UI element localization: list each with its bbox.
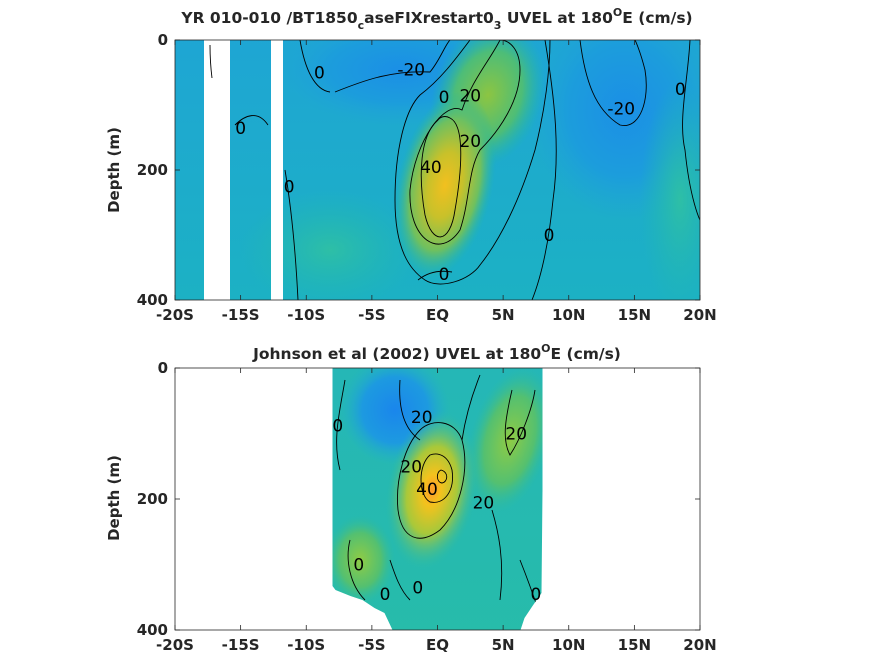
top-field-cyan-bottom	[240, 190, 420, 300]
x-tick-label: EQ	[426, 636, 449, 654]
top-gap-2	[271, 40, 283, 300]
bottom-contour-40	[420, 453, 453, 503]
top-field-cyan-right	[640, 80, 700, 300]
top-contour-labels: 40 20 20 0 0 0 0 0 0 0 -20 -20	[235, 60, 686, 285]
top-contour-0-h	[417, 270, 453, 281]
contour-label: 0	[544, 226, 555, 246]
bottom-contour-0-b	[399, 379, 421, 441]
top-contour-m20-b	[579, 40, 647, 126]
top-x-ticks: -20S -15S -10S -5S EQ 5N 10N 15N 20N	[156, 40, 717, 324]
contour-label: 40	[420, 158, 442, 178]
x-tick-label: 5N	[492, 636, 515, 654]
contour-label: 0	[531, 585, 542, 605]
bottom-contour-20-a	[397, 422, 466, 539]
x-tick-label: -5S	[358, 636, 385, 654]
x-tick-label: 15N	[618, 636, 651, 654]
contour-label: 0	[380, 585, 391, 605]
bottom-field-green-right	[466, 368, 543, 514]
bottom-contour-20-b	[491, 509, 503, 601]
bottom-field-green-left	[332, 515, 395, 605]
top-contour-0-a	[394, 40, 551, 285]
contour-label: 0	[235, 119, 246, 139]
contour-label: 0	[412, 578, 423, 598]
top-contours	[209, 40, 700, 300]
x-tick-label: -15S	[222, 306, 260, 324]
top-gap-1-upper	[210, 40, 230, 180]
contour-label: 20	[400, 457, 422, 477]
x-tick-label: 10N	[552, 636, 585, 654]
top-contour-0-b	[531, 40, 557, 300]
bottom-contour-0-d	[347, 539, 366, 601]
contour-label: 20	[411, 408, 433, 428]
contour-label: 0	[332, 417, 343, 437]
contour-label: -20	[607, 99, 635, 119]
y-tick-label: 400	[137, 621, 168, 639]
top-contour-0-d	[299, 40, 331, 93]
top-contour-m20-a	[334, 40, 451, 93]
top-contour-0-e	[284, 169, 299, 300]
contour-label: 0	[353, 556, 364, 576]
bottom-contour-20-c	[504, 389, 536, 456]
x-tick-label: 5N	[492, 306, 515, 324]
contour-label: 20	[459, 132, 481, 152]
top-contour-40	[420, 116, 462, 238]
x-tick-label: -10S	[287, 636, 325, 654]
x-tick-label: -20S	[156, 306, 194, 324]
bottom-contour-0-c	[461, 374, 481, 441]
contour-label: 40	[416, 480, 438, 500]
x-tick-label: -5S	[358, 306, 385, 324]
y-tick-label: 200	[137, 161, 168, 179]
bottom-ylabel: Depth (m)	[105, 455, 123, 541]
x-tick-label: -15S	[222, 636, 260, 654]
contour-label: 0	[439, 265, 450, 285]
y-tick-label: 0	[158, 359, 168, 377]
contour-label: 20	[473, 493, 495, 513]
contour-label: 20	[459, 86, 481, 106]
bottom-title: Johnson et al (2002) UVEL at 180OE (cm/s…	[252, 342, 621, 363]
x-tick-label: -20S	[156, 636, 194, 654]
x-tick-label: -10S	[287, 306, 325, 324]
bottom-field-core	[385, 410, 479, 570]
bottom-contour-0-e	[389, 559, 411, 601]
y-tick-label: 200	[137, 490, 168, 508]
contour-label: 0	[284, 177, 295, 197]
bottom-contour-40-inner	[436, 469, 448, 484]
x-tick-label: 20N	[683, 306, 716, 324]
contour-label: 20	[505, 425, 527, 445]
bottom-x-ticks: -20S -15S -10S -5S EQ 5N 10N 15N 20N	[156, 368, 717, 654]
x-tick-label: 15N	[618, 306, 651, 324]
top-contour-0-c	[682, 40, 700, 221]
contour-label: 0	[675, 80, 686, 100]
y-tick-label: 0	[158, 31, 168, 49]
top-ylabel: Depth (m)	[105, 127, 123, 213]
contour-label: 0	[314, 64, 325, 84]
top-contour-0-f	[234, 115, 269, 126]
contour-label: 0	[439, 88, 450, 108]
y-tick-label: 400	[137, 291, 168, 309]
bottom-contour-0-a	[336, 379, 346, 471]
x-tick-label: 20N	[683, 636, 716, 654]
x-tick-label: EQ	[426, 306, 449, 324]
top-contour-20	[409, 40, 521, 245]
contour-label: -20	[397, 60, 425, 80]
top-contour-0-g	[209, 44, 213, 79]
x-tick-label: 10N	[552, 306, 585, 324]
top-title: YR 010-010 /BT1850caseFIXrestart03 UVEL …	[180, 6, 692, 32]
